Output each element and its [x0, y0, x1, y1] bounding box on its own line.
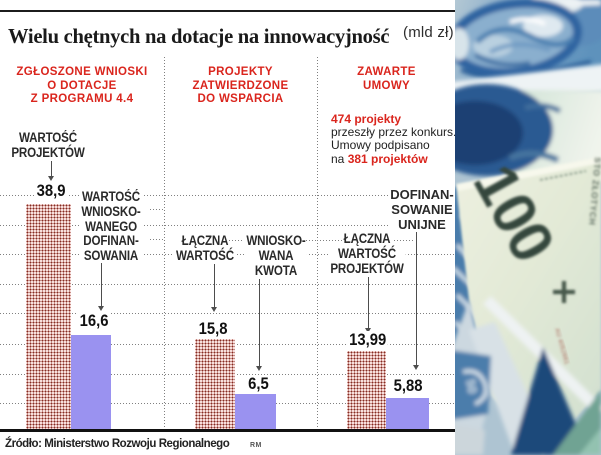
svg-text:50: 50 — [463, 378, 480, 395]
